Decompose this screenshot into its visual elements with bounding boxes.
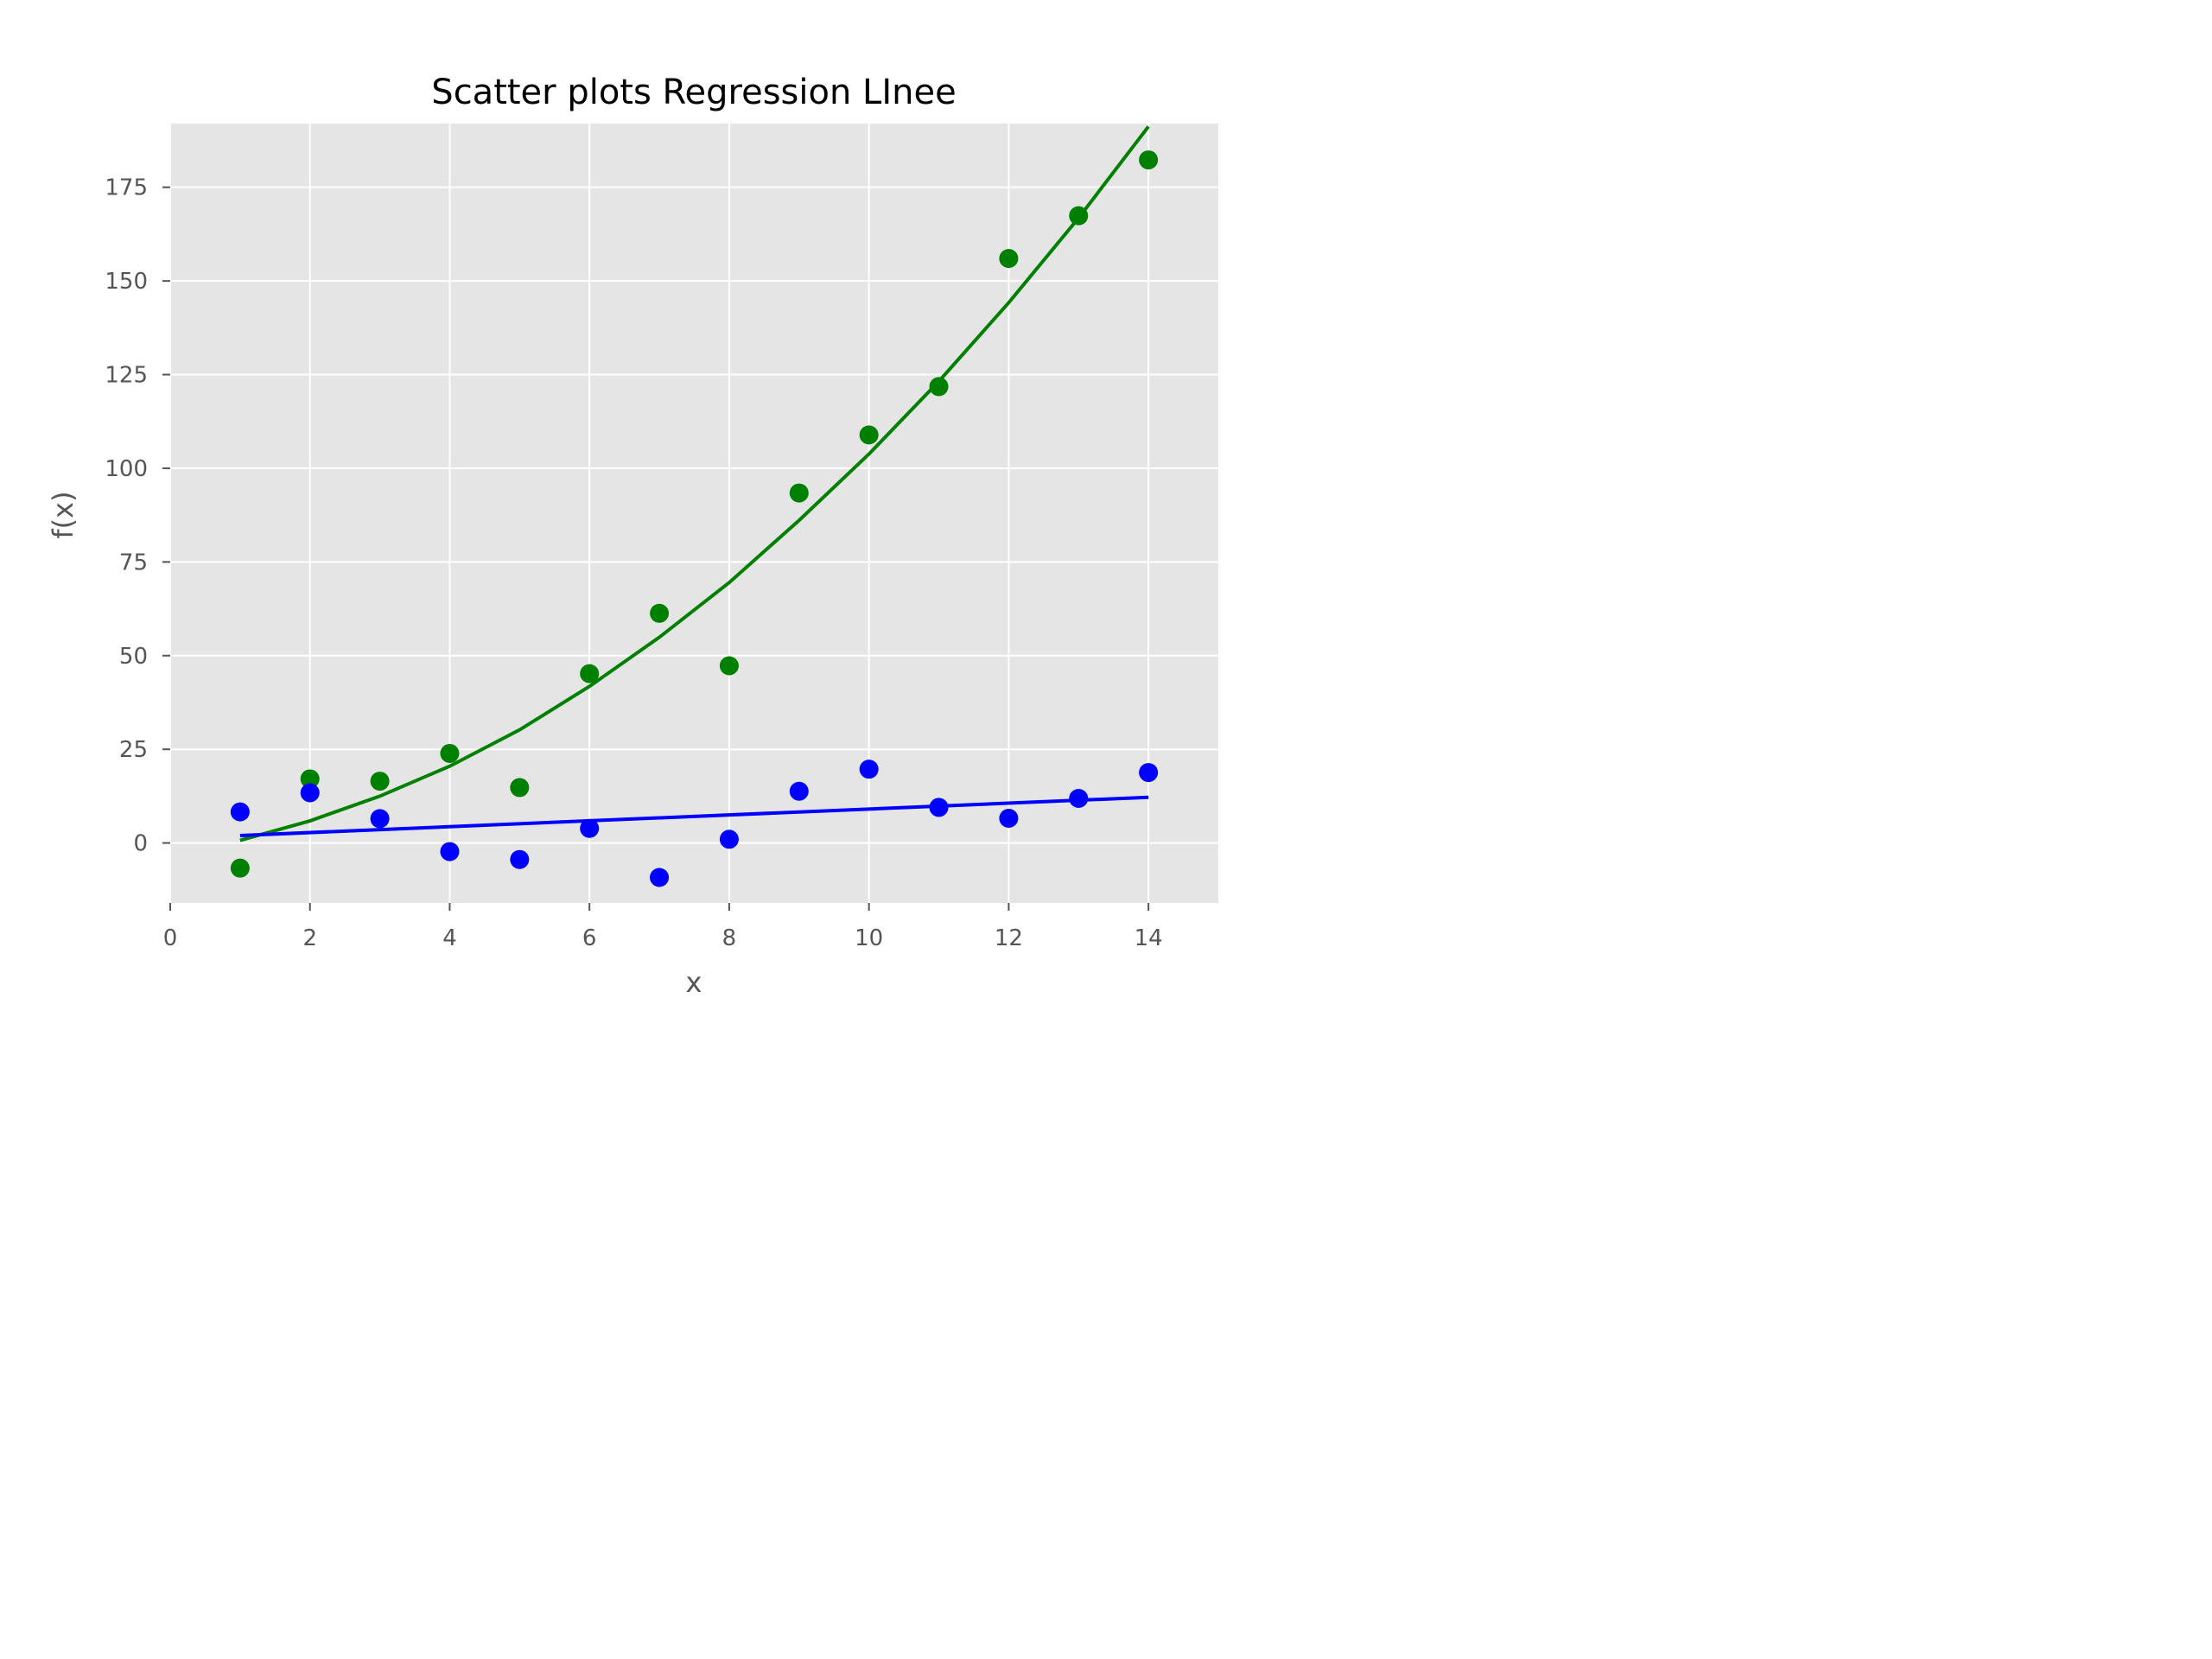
y-axis-title: f(x) (47, 491, 79, 538)
y-axis: 0 25 50 75 100 125 150 175 (105, 175, 170, 857)
data-point (859, 425, 879, 445)
data-point (650, 603, 670, 623)
data-point (789, 483, 809, 503)
y-tick-label: 150 (105, 269, 148, 295)
data-point (719, 656, 739, 676)
data-point (510, 778, 530, 798)
chart-title: Scatter plots Regression LInee (431, 73, 956, 112)
data-point (929, 377, 949, 397)
data-point (999, 808, 1019, 828)
data-point (230, 802, 250, 822)
y-tick-label: 50 (119, 644, 148, 670)
data-point (370, 809, 390, 829)
data-point (580, 818, 600, 838)
data-point (300, 783, 320, 803)
data-point (650, 868, 670, 887)
data-point (300, 769, 320, 789)
data-point (230, 858, 250, 878)
x-tick-label: 10 (855, 925, 883, 951)
grid-lines (169, 124, 1218, 903)
x-axis: 0 2 4 6 8 10 12 14 (163, 903, 1163, 951)
y-tick-label: 175 (105, 175, 148, 201)
data-point (580, 664, 600, 683)
data-point (370, 772, 390, 791)
series-layer (230, 125, 1159, 887)
regression-line-1 (239, 125, 1150, 842)
x-tick-label: 2 (302, 925, 317, 951)
x-tick-label: 6 (582, 925, 597, 951)
data-point (789, 781, 809, 801)
data-point (440, 743, 460, 763)
x-tick-label: 8 (722, 925, 737, 951)
x-tick-label: 12 (995, 925, 1023, 951)
y-tick-label: 25 (119, 737, 148, 763)
data-point (719, 830, 739, 849)
data-point (1069, 789, 1089, 809)
data-point (859, 760, 879, 779)
point-series-1 (230, 150, 1159, 878)
x-tick-label: 0 (163, 925, 178, 951)
x-tick-label: 14 (1135, 925, 1163, 951)
y-tick-label: 100 (105, 456, 148, 482)
y-tick-label: 0 (133, 831, 148, 857)
regression-chart: Scatter plots Regression LInee 0 2 4 6 8 10 12… (47, 73, 1218, 999)
data-point (999, 249, 1019, 269)
x-axis-title: x (686, 966, 702, 999)
data-point (440, 842, 460, 861)
point-series-2 (230, 760, 1159, 887)
data-point (1139, 150, 1159, 170)
plot-area (170, 124, 1218, 903)
y-tick-label: 125 (105, 363, 148, 389)
data-point (510, 849, 530, 869)
data-point (1139, 763, 1159, 783)
regression-line-2 (239, 795, 1149, 837)
x-tick-label: 4 (442, 925, 457, 951)
y-tick-label: 75 (119, 550, 148, 575)
